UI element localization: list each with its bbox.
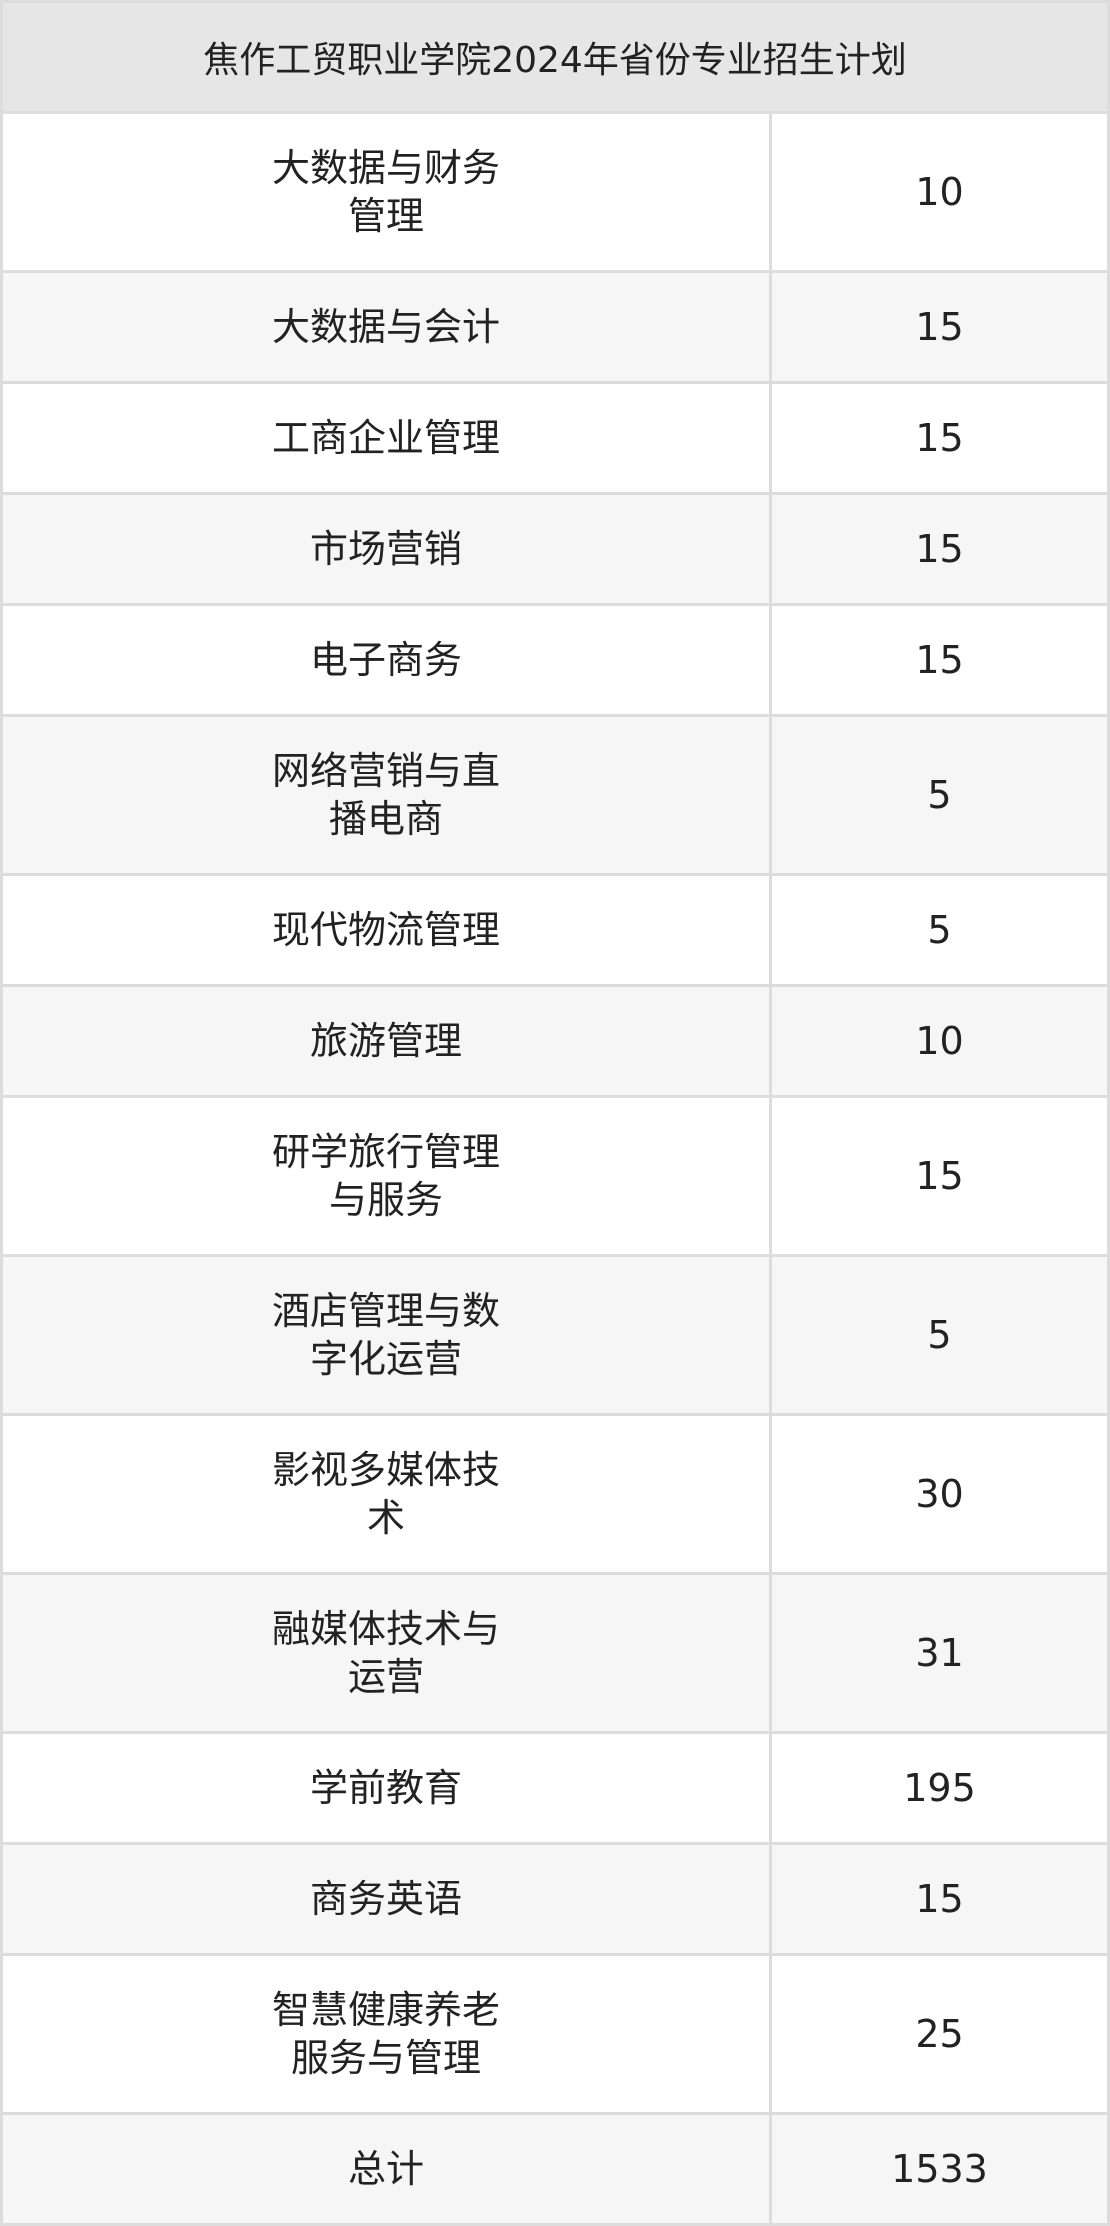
major-name: 融媒体技术与运营: [271, 1607, 500, 1699]
table-title: 焦作工贸职业学院2024年省份专业招生计划: [0, 0, 1110, 114]
table-row: 智慧健康养老服务与管理 25: [0, 1953, 1110, 2115]
table-row: 酒店管理与数字化运营 5: [0, 1254, 1110, 1416]
major-name: 研学旅行管理与服务: [271, 1130, 500, 1222]
table-row: 大数据与会计 15: [0, 270, 1110, 384]
count-cell: 15: [769, 1095, 1110, 1257]
major-cell: 研学旅行管理与服务: [0, 1095, 772, 1257]
major-name: 大数据与会计: [271, 305, 500, 349]
major-cell: 电子商务: [0, 603, 772, 717]
count-cell: 10: [769, 984, 1110, 1098]
major-name: 总计: [347, 2147, 424, 2191]
table-row: 大数据与财务管理 10: [0, 111, 1110, 273]
table-row: 旅游管理 10: [0, 984, 1110, 1098]
major-name: 学前教育: [309, 1766, 462, 1810]
major-cell: 影视多媒体技术: [0, 1413, 772, 1575]
major-cell: 市场营销: [0, 492, 772, 606]
major-cell: 学前教育: [0, 1731, 772, 1845]
count-cell: 15: [769, 603, 1110, 717]
major-cell: 工商企业管理: [0, 381, 772, 495]
count-cell: 15: [769, 381, 1110, 495]
major-cell: 网络营销与直播电商: [0, 714, 772, 876]
major-name: 商务英语: [309, 1877, 462, 1921]
count-cell: 15: [769, 270, 1110, 384]
table-body: 大数据与财务管理 10 大数据与会计 15 工商企业管理 15 市场营销 15 电子商务 15 网络…: [0, 111, 1110, 2226]
table-row: 研学旅行管理与服务 15: [0, 1095, 1110, 1257]
count-cell: 15: [769, 1842, 1110, 1956]
table-row: 融媒体技术与运营 31: [0, 1572, 1110, 1734]
major-name: 工商企业管理: [271, 416, 500, 460]
count-cell: 15: [769, 492, 1110, 606]
count-cell: 5: [769, 1254, 1110, 1416]
major-name: 影视多媒体技术: [271, 1448, 500, 1540]
major-name: 旅游管理: [309, 1019, 462, 1063]
major-cell: 大数据与财务管理: [0, 111, 772, 273]
count-cell: 5: [769, 714, 1110, 876]
table-row: 现代物流管理 5: [0, 873, 1110, 987]
table-row: 影视多媒体技术 30: [0, 1413, 1110, 1575]
table-row: 网络营销与直播电商 5: [0, 714, 1110, 876]
count-cell: 31: [769, 1572, 1110, 1734]
table-row: 电子商务 15: [0, 603, 1110, 717]
count-cell: 25: [769, 1953, 1110, 2115]
table-row: 市场营销 15: [0, 492, 1110, 606]
major-name: 电子商务: [309, 638, 462, 682]
major-cell: 融媒体技术与运营: [0, 1572, 772, 1734]
major-name: 大数据与财务管理: [271, 146, 500, 238]
table-row: 商务英语 15: [0, 1842, 1110, 1956]
major-name: 智慧健康养老服务与管理: [271, 1988, 500, 2080]
total-row: 总计 1533: [0, 2112, 1110, 2226]
major-name: 酒店管理与数字化运营: [271, 1289, 500, 1381]
table-row: 工商企业管理 15: [0, 381, 1110, 495]
major-cell: 智慧健康养老服务与管理: [0, 1953, 772, 2115]
count-cell: 10: [769, 111, 1110, 273]
major-cell: 总计: [0, 2112, 772, 2226]
major-cell: 酒店管理与数字化运营: [0, 1254, 772, 1416]
major-cell: 商务英语: [0, 1842, 772, 1956]
major-name: 现代物流管理: [271, 908, 500, 952]
major-cell: 旅游管理: [0, 984, 772, 1098]
count-cell: 5: [769, 873, 1110, 987]
count-cell: 1533: [769, 2112, 1110, 2226]
table-header-row: 焦作工贸职业学院2024年省份专业招生计划: [0, 0, 1110, 114]
count-cell: 30: [769, 1413, 1110, 1575]
major-cell: 现代物流管理: [0, 873, 772, 987]
major-name: 网络营销与直播电商: [271, 749, 500, 841]
count-cell: 195: [769, 1731, 1110, 1845]
table-row: 学前教育 195: [0, 1731, 1110, 1845]
major-name: 市场营销: [309, 527, 462, 571]
major-cell: 大数据与会计: [0, 270, 772, 384]
